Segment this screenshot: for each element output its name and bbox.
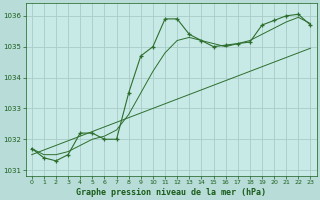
X-axis label: Graphe pression niveau de la mer (hPa): Graphe pression niveau de la mer (hPa) (76, 188, 266, 197)
